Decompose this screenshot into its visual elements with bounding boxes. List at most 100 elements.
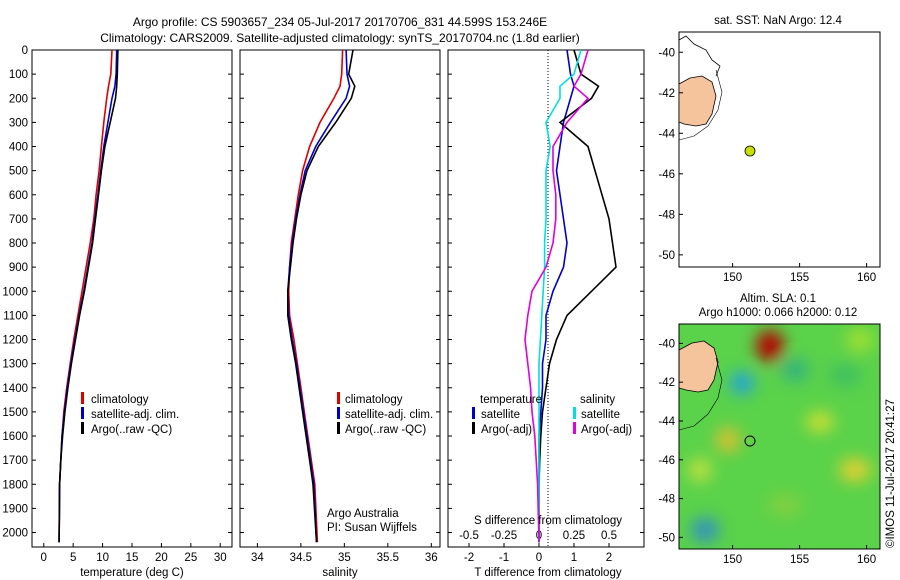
sla-map: Altim. SLA: 0.1 Argo h1000: 0.066 h2000:…	[658, 293, 897, 566]
map-x-tick-label: 160	[857, 272, 876, 284]
difference-frame	[447, 49, 645, 548]
map-y-tick-label: -48	[658, 209, 675, 221]
legend-swatch-argo	[337, 422, 340, 434]
salinity-difference-ticks: -0.5 -0.25 0 0.25 0.5	[459, 530, 617, 542]
map-x-tick-label: 155	[790, 554, 809, 566]
depth-tick-label: 1000	[2, 286, 28, 298]
legend-swatch-s-argo	[573, 422, 576, 434]
map-y-tick-label: -40	[658, 47, 675, 59]
legend-label-satellite: satellite-adj. clim.	[91, 409, 179, 421]
salinity-legend: climatology satellite-adj. clim. Argo(..…	[337, 392, 433, 436]
legend-title-salinity: salinity	[580, 394, 615, 406]
depth-tick-label: 300	[9, 117, 28, 129]
legend-label-argo: Argo(..raw -QC)	[345, 424, 426, 436]
map-y-tick-label: -44	[658, 416, 675, 428]
legend-swatch-s-satellite	[573, 407, 576, 419]
depth-tick-label: 1600	[2, 431, 28, 443]
legend-label-t-argo: Argo(-adj)	[481, 424, 532, 436]
map-y-tick-label: -46	[658, 169, 675, 181]
x-tick-label: 35.5	[377, 552, 399, 564]
legend-swatch-t-argo	[472, 422, 475, 434]
difference-panel: -2 -1 0 1 2 -0.5 -0.25 0 0.25 0.5 S difference f…	[447, 49, 645, 579]
depth-tick-label: 500	[9, 166, 28, 178]
map-y-tick-label: -50	[658, 532, 675, 544]
difference-profiles	[524, 49, 617, 543]
depth-tick-label: 100	[9, 69, 28, 81]
map-y-tick-label: -44	[658, 128, 675, 140]
depth-tick-label: 700	[9, 214, 28, 226]
legend-label-climatology: climatology	[345, 394, 403, 406]
tasmania-land-shape	[678, 75, 717, 127]
map-y-tick-label: -40	[658, 338, 675, 350]
legend-label-s-argo: Argo(-adj)	[581, 424, 632, 436]
s-difference-tick-label: 0.5	[601, 530, 617, 542]
x-tick-label: 15	[126, 552, 139, 564]
imos-timestamp: ©IMOS 11-Jul-2017 20:41:27	[885, 399, 897, 548]
temperature-profiles	[58, 49, 119, 543]
depth-tick-label: 2000	[2, 528, 28, 540]
contour-shape	[679, 357, 723, 431]
sla-blobs	[688, 328, 874, 542]
sla-map-frame	[678, 323, 881, 550]
salinity-frame	[239, 49, 441, 548]
legend-label-climatology: climatology	[91, 394, 149, 406]
map-x-tick-label: 160	[857, 554, 876, 566]
x-tick-label: 34	[251, 552, 264, 564]
salinity-x-label: salinity	[322, 567, 357, 579]
title-line-1: Argo profile: CS 5903657_234 05-Jul-2017…	[133, 15, 547, 29]
depth-tick-label: 1100	[3, 310, 28, 322]
temperature-x-ticks: 0 5 10 15 20 25 30	[32, 49, 232, 564]
legend-swatch-climatology	[81, 392, 84, 404]
t-difference-label: T difference from climatology	[474, 567, 621, 579]
x-tick-label: 0	[41, 552, 47, 564]
legend-label-satellite: satellite-adj. clim.	[345, 409, 433, 421]
map-y-tick-label: -48	[658, 494, 675, 506]
depth-tick-label: 200	[9, 93, 28, 105]
s-difference-tick-label: -0.25	[491, 530, 517, 542]
x-tick-label: 2	[606, 552, 612, 564]
sla-map-title-1: Altim. SLA: 0.1	[740, 293, 816, 305]
depth-tick-label: 1400	[2, 383, 28, 395]
depth-tick-label: 800	[9, 238, 28, 250]
x-tick-label: 30	[214, 552, 227, 564]
map-y-tick-label: -42	[658, 377, 675, 389]
legend-label-t-satellite: satellite	[481, 409, 520, 421]
map-y-tick-label: -46	[658, 455, 675, 467]
depth-tick-label: 1800	[2, 479, 28, 491]
legend-label-argo: Argo(..raw -QC)	[91, 424, 172, 436]
depth-tick-label: 1500	[2, 407, 28, 419]
temperature-x-label: temperature (deg C)	[80, 567, 184, 579]
sst-map: sat. SST: NaN Argo: 12.4 150 155 160 -40 -42…	[658, 15, 881, 284]
title-line-2: Climatology: CARS2009. Satellite-adjuste…	[100, 31, 580, 45]
depth-tick-label: 900	[9, 262, 28, 274]
tasmania-land-shape	[679, 340, 719, 393]
legend-swatch-satellite	[81, 407, 84, 419]
x-tick-label: 35	[338, 552, 351, 564]
sla-map-ticks: 150 155 160 -40 -42 -44 -46 -48 -50	[658, 338, 876, 566]
salinity-x-ticks: 34 34.5 35 35.5 36	[240, 49, 440, 564]
coastline-shape	[678, 35, 721, 77]
sst-map-ticks: 150 155 160 -40 -42 -44 -46 -48 -50	[658, 47, 876, 284]
profile-line	[58, 49, 119, 543]
argo-location-marker	[744, 145, 756, 157]
depth-tick-label: 400	[9, 142, 28, 154]
legend-label-s-satellite: satellite	[581, 409, 620, 421]
sla-map-title-2: Argo h1000: 0.066 h2000: 0.12	[699, 307, 858, 319]
sst-map-title: sat. SST: NaN Argo: 12.4	[714, 15, 842, 27]
sla-field	[679, 324, 880, 549]
contour-shape	[678, 69, 723, 141]
x-tick-label: -1	[499, 552, 509, 564]
argo-location-marker	[744, 435, 756, 447]
s-difference-tick-label: 0.25	[563, 530, 585, 542]
map-y-tick-label: -42	[658, 88, 675, 100]
annotation-pi: PI: Susan Wijffels	[327, 522, 417, 534]
depth-tick-label: 1200	[2, 335, 28, 347]
depth-tick-label: 0	[22, 45, 28, 57]
map-x-tick-label: 150	[723, 272, 742, 284]
x-tick-label: 36	[425, 552, 438, 564]
profile-line	[524, 49, 590, 543]
salinity-profiles	[286, 49, 356, 543]
map-x-tick-label: 150	[723, 554, 742, 566]
legend-title-temperature: temperature	[480, 394, 542, 406]
